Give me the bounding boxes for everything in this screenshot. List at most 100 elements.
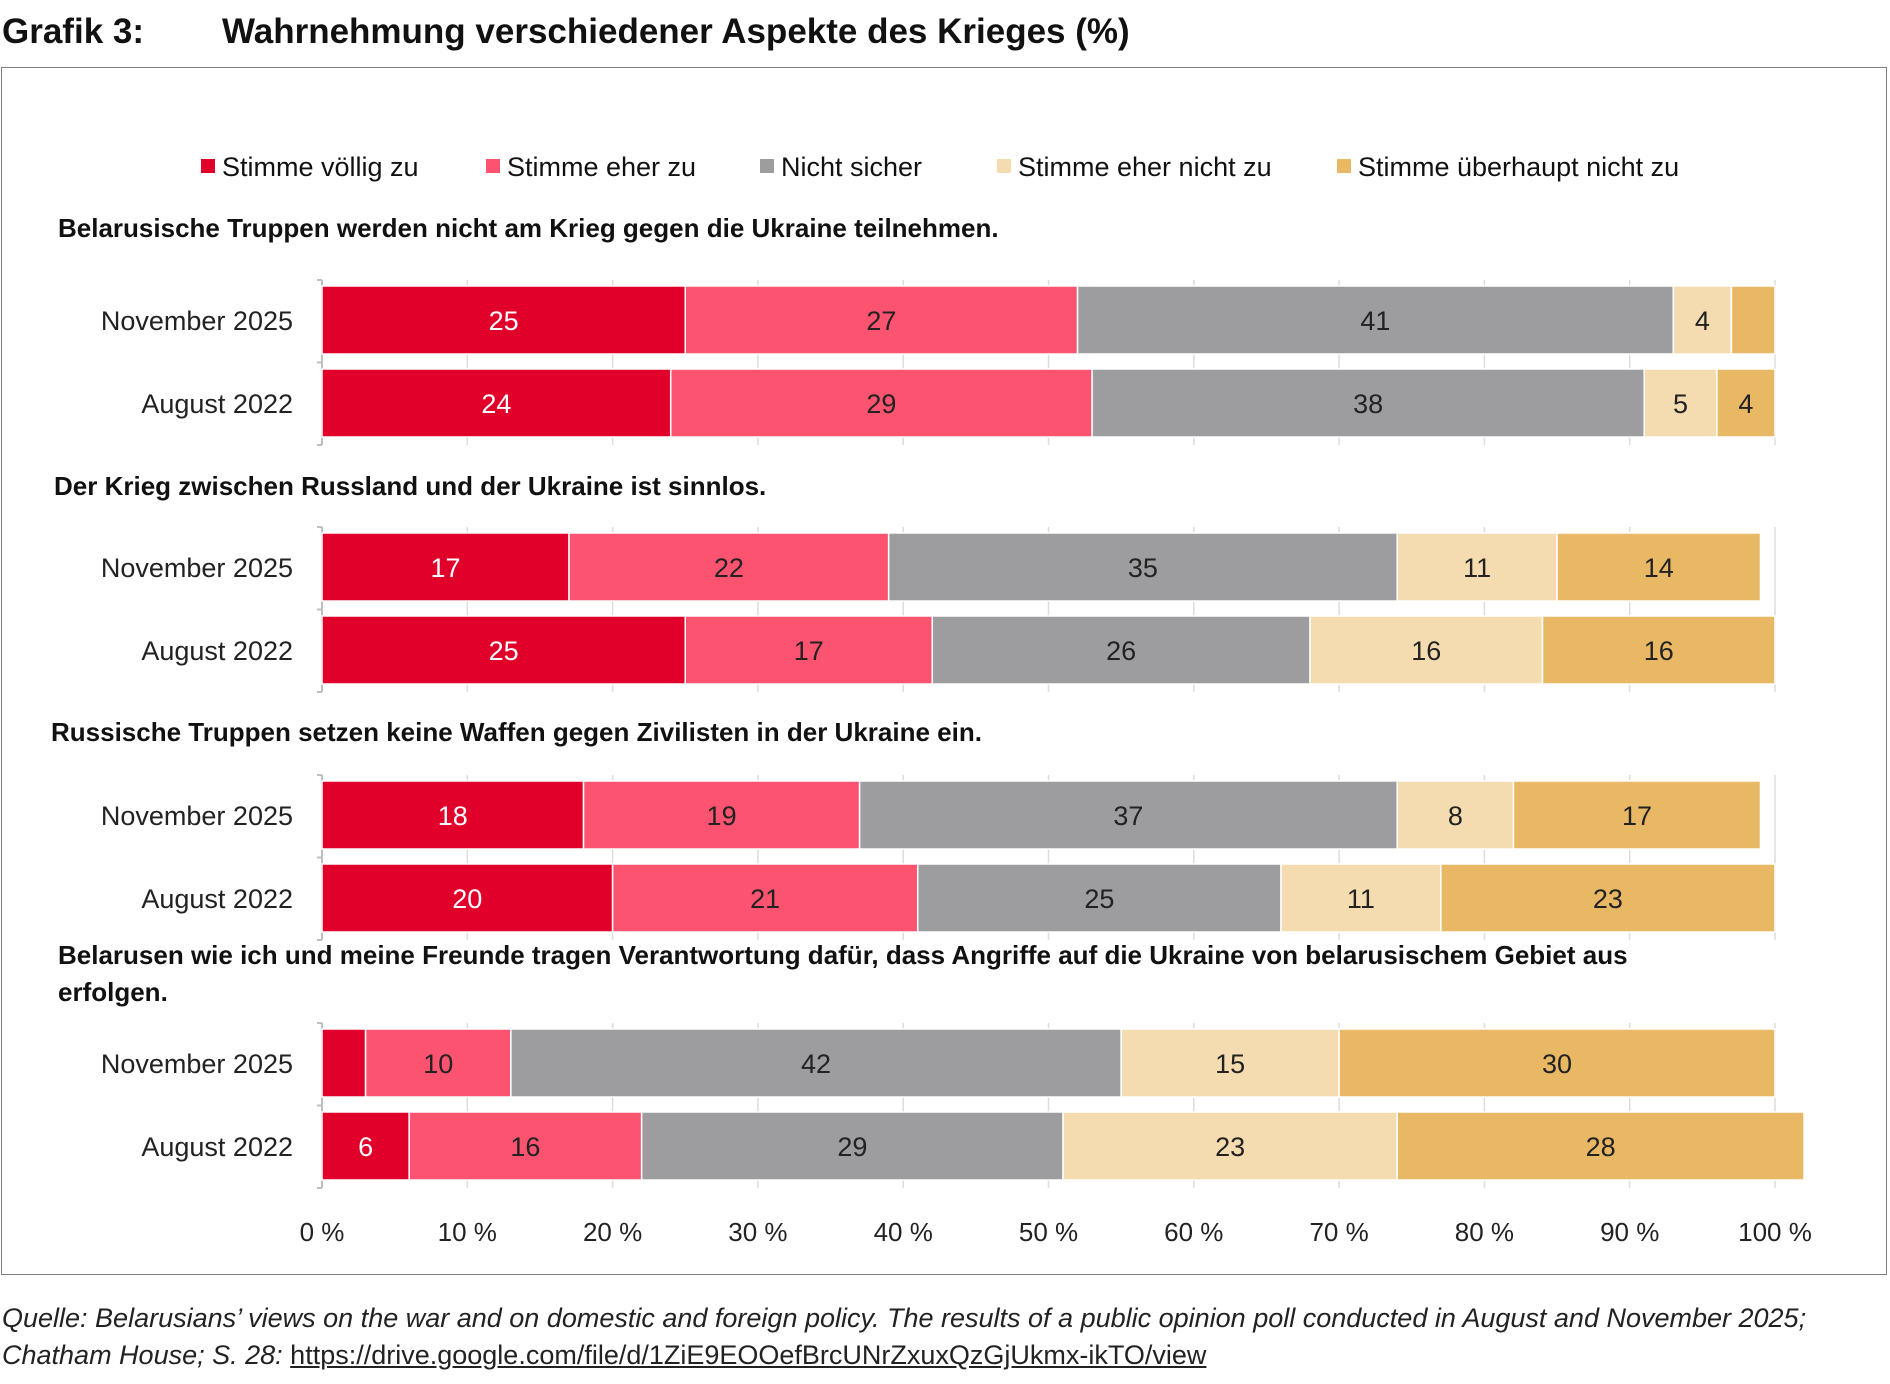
bar-segment bbox=[916, 863, 1282, 933]
data-label: 20 bbox=[452, 884, 482, 914]
data-label: 19 bbox=[707, 801, 737, 831]
bar-segment bbox=[1120, 1028, 1340, 1098]
source-note: Quelle: Belarusians’ views on the war an… bbox=[2, 1300, 1882, 1374]
bar-segment bbox=[684, 285, 1079, 355]
data-label: 16 bbox=[1644, 636, 1674, 666]
data-label: 24 bbox=[481, 389, 511, 419]
x-tick-label: 40 % bbox=[874, 1217, 933, 1247]
data-label: 22 bbox=[714, 553, 744, 583]
bar-segment bbox=[1396, 780, 1515, 850]
legend-label: Stimme überhaupt nicht zu bbox=[1358, 152, 1679, 182]
bar-segment bbox=[1338, 1028, 1776, 1098]
data-label: 4 bbox=[1738, 389, 1753, 419]
data-label: 17 bbox=[430, 553, 460, 583]
bar-segment bbox=[1730, 285, 1776, 355]
data-label: 17 bbox=[1622, 801, 1652, 831]
data-label: 18 bbox=[438, 801, 468, 831]
data-label: 11 bbox=[1347, 884, 1375, 914]
row-label: August 2022 bbox=[141, 389, 293, 419]
legend-label: Stimme völlig zu bbox=[222, 152, 419, 182]
bar-segment bbox=[321, 1028, 367, 1098]
bar-segment bbox=[1716, 368, 1776, 438]
data-label: 26 bbox=[1106, 636, 1136, 666]
data-label: 23 bbox=[1593, 884, 1623, 914]
bar-segment bbox=[321, 285, 686, 355]
data-label: 29 bbox=[837, 1132, 867, 1162]
x-tick-label: 20 % bbox=[583, 1217, 642, 1247]
figure-number: Grafik 3: bbox=[2, 12, 144, 51]
data-label: 15 bbox=[1215, 1049, 1245, 1079]
data-label: 16 bbox=[510, 1132, 540, 1162]
legend-swatch bbox=[486, 159, 500, 173]
bar-segment bbox=[858, 780, 1398, 850]
bar-segment bbox=[640, 1111, 1064, 1181]
bar-segment bbox=[931, 615, 1311, 685]
source-link[interactable]: https://drive.google.com/file/d/1ZiE9EOO… bbox=[290, 1340, 1207, 1370]
data-label: 27 bbox=[866, 306, 896, 336]
row-label: August 2022 bbox=[141, 1132, 293, 1162]
data-label: 29 bbox=[866, 389, 896, 419]
bar-segment bbox=[321, 863, 614, 933]
bar-segment bbox=[1643, 368, 1718, 438]
bar-segment bbox=[887, 532, 1398, 602]
x-tick-label: 90 % bbox=[1600, 1217, 1659, 1247]
data-label: 21 bbox=[750, 884, 780, 914]
x-tick-label: 10 % bbox=[438, 1217, 497, 1247]
stacked-bar-chart: Stimme völlig zu Stimme eher zu Nicht sich… bbox=[51, 152, 1812, 1247]
bar-segment bbox=[1556, 532, 1762, 602]
legend-label: Stimme eher nicht zu bbox=[1018, 152, 1272, 182]
data-label: 16 bbox=[1411, 636, 1441, 666]
figure-title: Wahrnehmung verschiedener Aspekte des Kr… bbox=[222, 12, 1130, 51]
bar-segment bbox=[1280, 863, 1442, 933]
legend-label: Stimme eher zu bbox=[507, 152, 696, 182]
bar-segment bbox=[1440, 863, 1776, 933]
group-title: erfolgen. bbox=[58, 977, 168, 1007]
data-label: 41 bbox=[1360, 306, 1390, 336]
bar-segment bbox=[364, 1028, 512, 1098]
legend-swatch bbox=[1337, 159, 1351, 173]
data-label: 25 bbox=[489, 306, 519, 336]
bar-segment bbox=[568, 532, 890, 602]
data-label: 25 bbox=[1084, 884, 1114, 914]
data-label: 30 bbox=[1542, 1049, 1572, 1079]
source-text: Quelle: Belarusians’ views on the war an… bbox=[2, 1303, 1807, 1370]
bar-segment bbox=[1541, 615, 1776, 685]
bar-segment bbox=[321, 780, 585, 850]
bar-segment bbox=[1091, 368, 1645, 438]
group-title: Belarusen wie ich und meine Freunde trag… bbox=[58, 940, 1628, 970]
row-label: November 2025 bbox=[101, 801, 293, 831]
data-label: 11 bbox=[1463, 553, 1491, 583]
bar-segment bbox=[408, 1111, 643, 1181]
x-tick-label: 80 % bbox=[1455, 1217, 1514, 1247]
data-label: 6 bbox=[358, 1132, 373, 1162]
group-title: Der Krieg zwischen Russland und der Ukra… bbox=[54, 471, 766, 501]
row-label: August 2022 bbox=[141, 636, 293, 666]
data-label: 5 bbox=[1673, 389, 1688, 419]
bar-segment bbox=[1062, 1111, 1398, 1181]
bar-segment bbox=[684, 615, 934, 685]
row-label: August 2022 bbox=[141, 884, 293, 914]
data-label: 42 bbox=[801, 1049, 831, 1079]
bar-segment bbox=[510, 1028, 1122, 1098]
data-label: 25 bbox=[489, 636, 519, 666]
data-label: 23 bbox=[1215, 1132, 1245, 1162]
x-tick-label: 50 % bbox=[1019, 1217, 1078, 1247]
bar-segment bbox=[669, 368, 1093, 438]
x-tick-label: 30 % bbox=[728, 1217, 787, 1247]
bar-segment bbox=[321, 532, 570, 602]
data-label: 38 bbox=[1353, 389, 1383, 419]
data-label: 8 bbox=[1448, 801, 1463, 831]
data-label: 35 bbox=[1128, 553, 1158, 583]
data-label: 28 bbox=[1586, 1132, 1616, 1162]
bar-segment bbox=[1512, 780, 1762, 850]
data-label: 37 bbox=[1113, 801, 1143, 831]
bar-segment bbox=[321, 615, 686, 685]
x-tick-label: 0 % bbox=[300, 1217, 345, 1247]
bar-segment bbox=[1309, 615, 1544, 685]
legend-swatch bbox=[760, 159, 774, 173]
data-label: 17 bbox=[794, 636, 824, 666]
row-label: November 2025 bbox=[101, 306, 293, 336]
row-label: November 2025 bbox=[101, 553, 293, 583]
bar-segment bbox=[1396, 532, 1558, 602]
data-label: 10 bbox=[423, 1049, 453, 1079]
